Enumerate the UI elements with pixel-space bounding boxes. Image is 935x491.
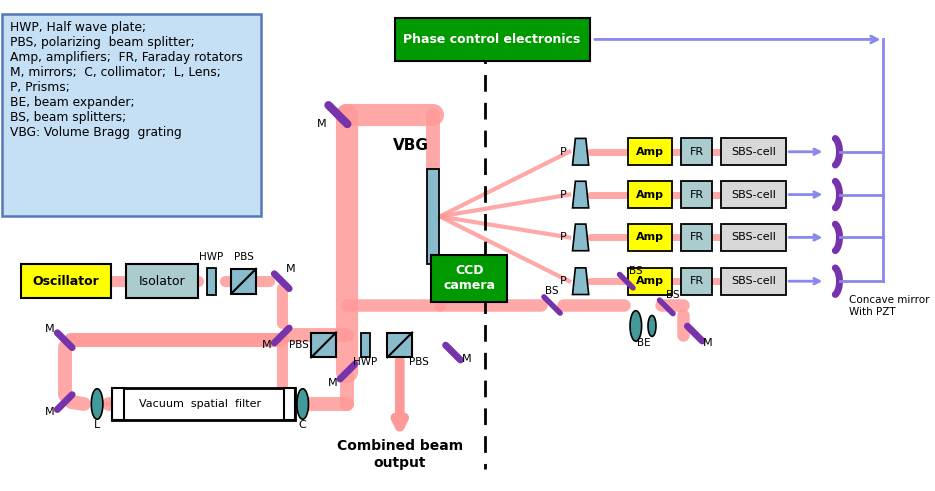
Text: P: P	[560, 276, 567, 286]
FancyBboxPatch shape	[2, 14, 261, 216]
FancyBboxPatch shape	[21, 264, 111, 299]
Text: BE: BE	[637, 338, 650, 348]
Polygon shape	[311, 332, 336, 357]
FancyBboxPatch shape	[722, 268, 786, 295]
Text: Amp: Amp	[636, 147, 664, 157]
FancyBboxPatch shape	[283, 388, 295, 420]
FancyBboxPatch shape	[682, 181, 712, 208]
Polygon shape	[630, 311, 641, 341]
Text: SBS-cell: SBS-cell	[731, 190, 776, 199]
Text: P: P	[560, 147, 567, 157]
Text: M: M	[462, 354, 471, 364]
Text: VBG: VBG	[394, 137, 429, 153]
Text: P: P	[560, 232, 567, 243]
Text: SBS-cell: SBS-cell	[731, 232, 776, 243]
Polygon shape	[572, 268, 589, 295]
Text: Oscillator: Oscillator	[33, 274, 99, 288]
Text: HWP: HWP	[353, 357, 378, 367]
FancyBboxPatch shape	[427, 169, 439, 264]
FancyBboxPatch shape	[682, 138, 712, 165]
Polygon shape	[648, 315, 656, 336]
Text: P: P	[560, 190, 567, 199]
FancyBboxPatch shape	[125, 264, 198, 299]
Text: M: M	[262, 340, 271, 350]
Text: FR: FR	[690, 276, 704, 286]
FancyBboxPatch shape	[395, 18, 590, 61]
Text: HWP, Half wave plate;
PBS, polarizing  beam splitter;
Amp, amplifiers;  FR, Fara: HWP, Half wave plate; PBS, polarizing be…	[10, 21, 243, 139]
Text: Isolator: Isolator	[138, 274, 185, 288]
Text: BS: BS	[629, 266, 642, 276]
FancyBboxPatch shape	[112, 388, 295, 420]
Text: Combined beam
output: Combined beam output	[337, 439, 463, 469]
FancyBboxPatch shape	[722, 138, 786, 165]
Text: Amp: Amp	[636, 190, 664, 199]
Polygon shape	[231, 269, 256, 294]
Text: FR: FR	[690, 232, 704, 243]
FancyBboxPatch shape	[682, 268, 712, 295]
FancyBboxPatch shape	[628, 268, 672, 295]
Text: Vacuum  spatial  filter: Vacuum spatial filter	[138, 399, 261, 409]
Text: SBS-cell: SBS-cell	[731, 276, 776, 286]
Text: M: M	[45, 407, 54, 416]
Text: SBS-cell: SBS-cell	[731, 147, 776, 157]
FancyBboxPatch shape	[112, 388, 123, 420]
Polygon shape	[387, 332, 412, 357]
FancyBboxPatch shape	[431, 254, 508, 302]
Text: FR: FR	[690, 190, 704, 199]
FancyBboxPatch shape	[628, 224, 672, 251]
Polygon shape	[572, 138, 589, 165]
Text: Phase control electronics: Phase control electronics	[404, 33, 581, 46]
Text: Concave mirror
With PZT: Concave mirror With PZT	[849, 296, 929, 317]
Text: PBS: PBS	[409, 357, 429, 367]
Text: FR: FR	[690, 147, 704, 157]
Text: L: L	[94, 420, 100, 430]
Text: M: M	[328, 378, 338, 388]
FancyBboxPatch shape	[722, 224, 786, 251]
FancyBboxPatch shape	[682, 224, 712, 251]
Text: CCD
camera: CCD camera	[443, 264, 496, 292]
FancyBboxPatch shape	[361, 332, 370, 357]
Text: M: M	[702, 338, 712, 348]
Text: BS: BS	[545, 286, 559, 296]
FancyBboxPatch shape	[628, 181, 672, 208]
Polygon shape	[572, 181, 589, 208]
Text: Amp: Amp	[636, 232, 664, 243]
Polygon shape	[92, 389, 103, 419]
Text: C: C	[299, 420, 307, 430]
Text: PBS: PBS	[234, 252, 253, 262]
Text: M: M	[285, 264, 295, 274]
FancyBboxPatch shape	[207, 268, 216, 295]
Polygon shape	[572, 224, 589, 251]
FancyBboxPatch shape	[628, 138, 672, 165]
Text: PBS: PBS	[289, 340, 309, 350]
Text: M: M	[317, 119, 326, 129]
Polygon shape	[297, 389, 309, 419]
Text: Amp: Amp	[636, 276, 664, 286]
Text: HWP: HWP	[199, 252, 223, 262]
Text: M: M	[45, 324, 54, 334]
Text: BS: BS	[666, 290, 680, 300]
FancyBboxPatch shape	[722, 181, 786, 208]
